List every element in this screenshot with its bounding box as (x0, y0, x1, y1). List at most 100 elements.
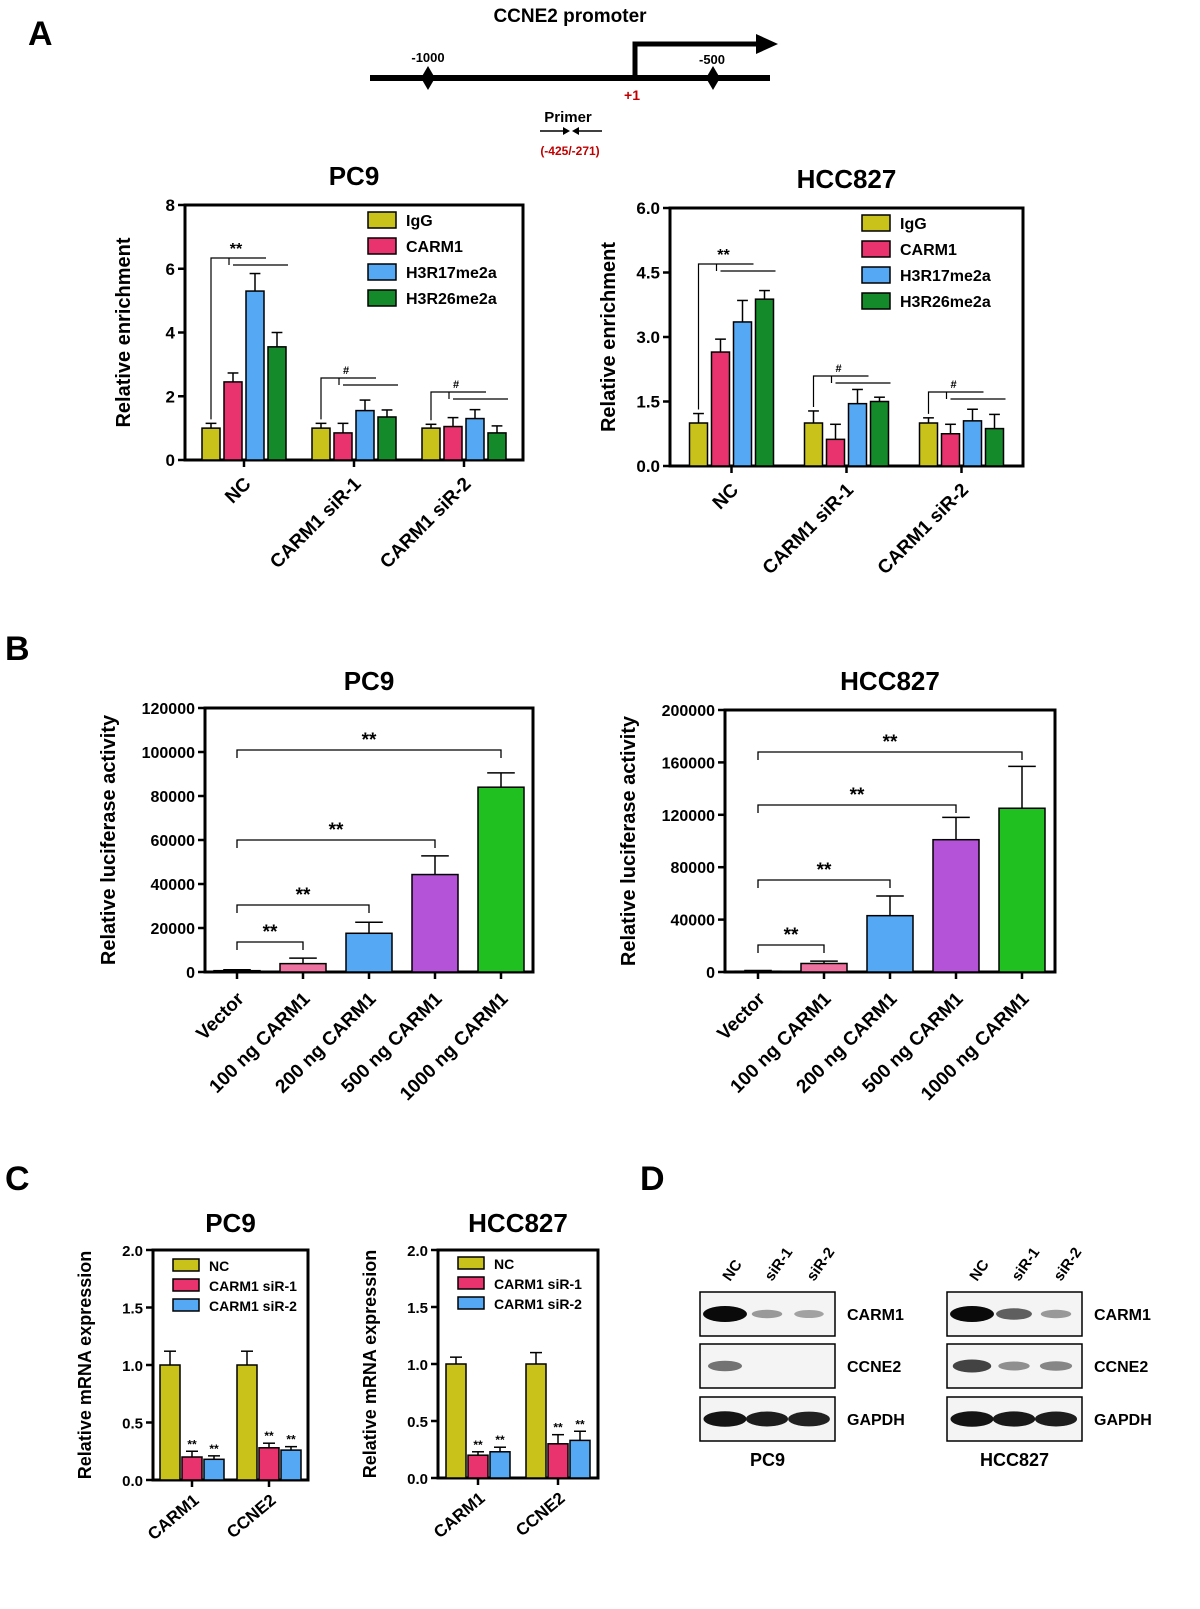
legend-swatch (861, 214, 891, 232)
bar (213, 969, 261, 973)
bar (525, 1363, 547, 1479)
legend-swatch (861, 266, 891, 284)
bar (754, 298, 775, 467)
bar (280, 1449, 302, 1481)
y-tick-label: 0.0 (636, 457, 660, 476)
marker-minus-500 (706, 66, 720, 90)
panel-label-b: B (5, 630, 30, 668)
y-tick-label: 4.5 (636, 264, 660, 283)
significance-bracket (757, 944, 825, 953)
significance-label: ** (575, 1417, 585, 1431)
y-axis-label: Relative mRNA expression (75, 1251, 95, 1479)
legend-swatch (457, 1256, 485, 1270)
bar (333, 432, 353, 461)
significance-bracket (927, 391, 984, 414)
blot-band (950, 1411, 994, 1427)
tss-arrow (632, 41, 760, 78)
significance-bracket (757, 804, 957, 813)
legend-label: CARM1 siR-1 (494, 1276, 582, 1292)
category-label: CARM1 siR-2 (874, 480, 973, 579)
significance-label: ** (495, 1433, 505, 1447)
y-tick-label: 2.0 (122, 1243, 143, 1260)
category-label: CARM1 siR-2 (376, 474, 475, 573)
bar (825, 438, 846, 467)
cell-line-label: PC9 (750, 1450, 785, 1470)
significance-label: ** (187, 1437, 197, 1451)
blot-band (1034, 1411, 1078, 1427)
chart-c-hcc827: HCC827 Relative mRNA expression 0.0 0.5 1.0 1… (360, 1208, 600, 1542)
bar (203, 1458, 225, 1481)
blot-band (992, 1411, 1036, 1427)
legend-label: H3R26me2a (900, 294, 991, 311)
cell-line-label: HCC827 (980, 1450, 1049, 1470)
protein-label: GAPDH (1094, 1412, 1152, 1429)
significance-label: ** (817, 860, 832, 881)
lane-label: siR-1 (761, 1244, 796, 1284)
significance-bracket (236, 839, 436, 848)
bar (998, 807, 1046, 973)
legend-swatch (367, 237, 397, 255)
y-tick-label: 120000 (662, 808, 715, 825)
bar (465, 417, 485, 461)
category-label: NC (709, 479, 743, 513)
legend-label: CARM1 (900, 242, 957, 259)
legend-swatch (367, 211, 397, 229)
legend-label: H3R26me2a (406, 291, 497, 308)
bar (236, 1364, 258, 1481)
y-tick-label: 160000 (662, 755, 715, 772)
primer-arrows (540, 127, 602, 135)
legend-swatch (172, 1278, 200, 1292)
blot-band (794, 1310, 824, 1318)
y-axis-label: Relative mRNA expression (360, 1250, 380, 1478)
y-tick-label: 200000 (662, 703, 715, 720)
legend-label: IgG (406, 213, 433, 230)
blot-band (998, 1361, 1030, 1371)
chart-title: PC9 (205, 1208, 256, 1238)
blot-band (1039, 1361, 1073, 1371)
y-tick-label: 0 (186, 965, 195, 982)
y-tick-label: 40000 (151, 877, 196, 894)
bar (201, 427, 221, 461)
promoter-title: CCNE2 promoter (493, 6, 647, 27)
significance-label: ** (473, 1438, 483, 1452)
significance-label: ** (263, 922, 278, 943)
panel-label-a: A (28, 15, 53, 53)
significance-label: ** (553, 1421, 563, 1435)
significance-label: ** (784, 925, 799, 946)
blot-band (751, 1309, 783, 1319)
legend-swatch (457, 1276, 485, 1290)
y-tick-label: 1.0 (407, 1357, 428, 1374)
y-tick-label: 8 (166, 196, 175, 215)
bar (377, 416, 397, 461)
bar (258, 1447, 280, 1481)
y-tick-label: 1.5 (407, 1300, 428, 1317)
y-tick-label: 6.0 (636, 199, 660, 218)
bar (311, 427, 331, 461)
y-tick-label: 0.0 (407, 1471, 428, 1488)
legend-label: CARM1 siR-1 (209, 1278, 297, 1294)
bar (279, 962, 327, 973)
blot-band (996, 1308, 1032, 1320)
tss-label: +1 (624, 87, 640, 103)
bar (732, 321, 753, 467)
bar (847, 402, 868, 467)
legend-swatch (172, 1298, 200, 1312)
pos-label-right: -500 (699, 52, 725, 67)
y-tick-label: 2 (166, 387, 175, 406)
blot-band (952, 1359, 992, 1373)
category-label: CARM1 siR-1 (759, 479, 859, 579)
bar (355, 409, 375, 461)
legend-swatch (367, 263, 397, 281)
chart-b-hcc827: HCC827 Relative luciferase activity 0 40000… (618, 666, 1057, 1105)
significance-label: ** (286, 1433, 296, 1447)
category-label: NC (221, 473, 255, 507)
category-label: CARM1 siR-1 (266, 473, 366, 573)
legend-label: CARM1 (406, 239, 463, 256)
significance-bracket (320, 377, 376, 420)
significance-bracket (697, 263, 754, 410)
legend-swatch (457, 1296, 485, 1310)
chart-title: PC9 (329, 161, 380, 191)
bar (734, 970, 782, 973)
bar (869, 400, 890, 467)
significance-label: ** (209, 1442, 219, 1456)
